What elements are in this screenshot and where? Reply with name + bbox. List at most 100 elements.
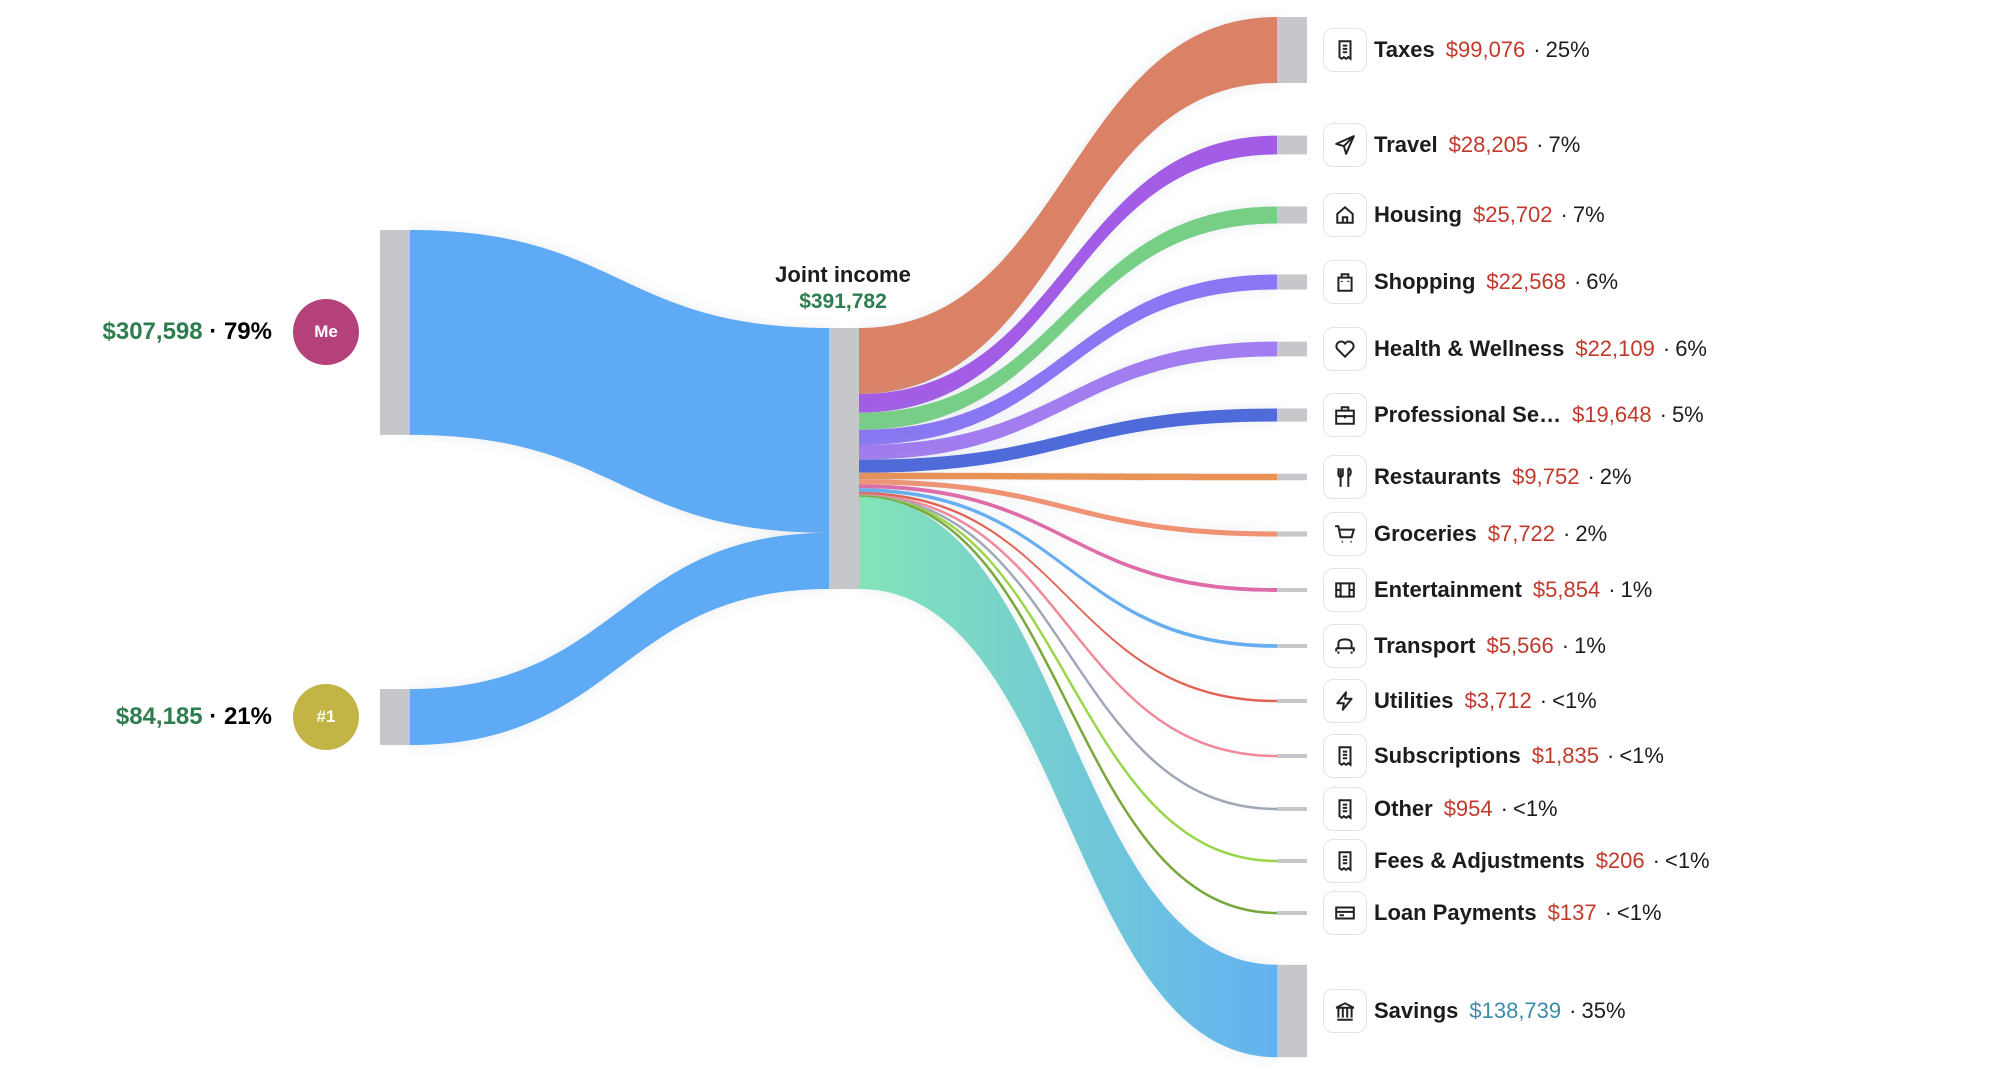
film-icon (1323, 568, 1367, 612)
target-node-10[interactable] (1277, 699, 1307, 703)
expense-link-line-13[interactable] (858, 495, 1278, 863)
target-node-12[interactable] (1277, 807, 1307, 811)
source-amount: $307,598 (102, 318, 203, 346)
receipt-icon (1323, 787, 1367, 831)
category-pct: <1% (1619, 743, 1664, 768)
category-label[interactable]: Health & Wellness $22,109 · 6% (1323, 327, 1707, 371)
target-node-4[interactable] (1277, 341, 1307, 357)
separator: · (1608, 577, 1616, 602)
category-label[interactable]: Other $954 · <1% (1323, 787, 1558, 831)
category-label[interactable]: Subscriptions $1,835 · <1% (1323, 734, 1664, 778)
category-name: Loan Payments (1374, 900, 1537, 925)
category-pct: 35% (1581, 998, 1626, 1023)
category-label[interactable]: Transport $5,566 · 1% (1323, 624, 1606, 668)
income-link-0[interactable] (410, 230, 829, 533)
category-name: Savings (1374, 998, 1459, 1023)
category-amount: $25,702 (1473, 202, 1553, 227)
category-name: Groceries (1374, 521, 1477, 546)
separator: · (1604, 900, 1612, 925)
category-label[interactable]: Loan Payments $137 · <1% (1323, 891, 1662, 935)
target-node-2[interactable] (1277, 206, 1307, 224)
target-node-1[interactable] (1277, 135, 1307, 155)
target-node-6[interactable] (1277, 473, 1307, 481)
target-node-11[interactable] (1277, 754, 1307, 758)
separator: · (1500, 796, 1508, 821)
category-name: Fees & Adjustments (1374, 848, 1585, 873)
expense-link-9[interactable] (859, 488, 1277, 648)
category-label[interactable]: Entertainment $5,854 · 1% (1323, 568, 1652, 612)
source-node-0[interactable] (380, 230, 410, 435)
expense-link-6[interactable] (859, 472, 1277, 481)
category-pct: 2% (1575, 521, 1608, 546)
joint-income-amount: $391,782 (799, 290, 887, 313)
category-pct: 7% (1572, 202, 1605, 227)
joint-income-node[interactable] (829, 328, 859, 589)
category-name: Professional Se… (1374, 402, 1562, 427)
expense-link-2[interactable] (859, 206, 1277, 430)
category-label[interactable]: Utilities $3,712 · <1% (1323, 679, 1597, 723)
target-node-9[interactable] (1277, 644, 1307, 648)
category-label[interactable]: Taxes $99,076 · 25% (1323, 28, 1590, 72)
avatar-me[interactable]: Me (293, 299, 359, 366)
expense-link-5[interactable] (859, 408, 1277, 473)
category-pct: 25% (1545, 37, 1590, 62)
expense-link-0[interactable] (859, 16, 1277, 395)
category-amount: $9,752 (1512, 464, 1580, 489)
category-pct: 1% (1620, 577, 1653, 602)
bank-icon (1323, 989, 1367, 1033)
utensils-icon (1323, 455, 1367, 499)
shopping-bag-icon (1323, 260, 1367, 304)
expense-link-line-12[interactable] (858, 494, 1278, 811)
target-node-7[interactable] (1277, 531, 1307, 537)
expense-link-7[interactable] (859, 479, 1277, 537)
source-label: $307,598 · 79% (103, 318, 272, 346)
expense-link-15[interactable] (859, 496, 1277, 1058)
separator: · (1573, 269, 1582, 294)
avatar-1[interactable]: #1 (293, 684, 359, 751)
category-label[interactable]: Restaurants $9,752 · 2% (1323, 455, 1632, 499)
category-label[interactable]: Groceries $7,722 · 2% (1323, 512, 1607, 556)
category-amount: $22,568 (1486, 269, 1566, 294)
target-node-14[interactable] (1277, 911, 1307, 915)
expense-link-line-14[interactable] (858, 495, 1278, 915)
category-name: Housing (1374, 202, 1462, 227)
category-pct: 1% (1574, 633, 1606, 658)
category-label[interactable]: Housing $25,702 · 7% (1323, 193, 1605, 237)
expense-link-4[interactable] (859, 341, 1277, 460)
category-amount: $99,076 (1445, 37, 1526, 62)
category-label[interactable]: Shopping $22,568 · 6% (1323, 260, 1618, 304)
category-amount: $1,835 (1531, 743, 1599, 768)
separator: · (1563, 521, 1571, 546)
expense-link-1[interactable] (859, 135, 1277, 413)
target-node-3[interactable] (1277, 274, 1307, 290)
category-amount: $206 (1595, 848, 1645, 873)
category-label[interactable]: Professional Se… $19,648 · 5% (1323, 393, 1704, 437)
separator: · (1569, 998, 1577, 1023)
credit-card-icon (1323, 891, 1367, 935)
separator: · (1587, 464, 1595, 489)
source-label: $84,185 · 21% (116, 703, 272, 731)
category-name: Taxes (1374, 37, 1435, 62)
expense-link-10[interactable] (859, 492, 1277, 703)
target-node-13[interactable] (1277, 859, 1307, 863)
source-node-1[interactable] (380, 689, 410, 746)
target-node-5[interactable] (1277, 408, 1307, 422)
target-node-15[interactable] (1277, 964, 1307, 1058)
category-label[interactable]: Savings $138,739 · 35% (1323, 989, 1626, 1033)
income-link-1[interactable] (410, 532, 829, 746)
separator: · (202, 703, 224, 731)
receipt-icon (1323, 839, 1367, 883)
source-pct: 21% (223, 703, 272, 731)
category-pct: 7% (1548, 132, 1581, 157)
category-amount: $137 (1547, 900, 1597, 925)
expense-link-8[interactable] (859, 484, 1277, 592)
separator: · (202, 318, 224, 346)
category-label[interactable]: Travel $28,205 · 7% (1323, 123, 1580, 167)
target-node-8[interactable] (1277, 588, 1307, 592)
category-name: Travel (1374, 132, 1438, 157)
category-amount: $5,854 (1532, 577, 1601, 602)
expense-link-3[interactable] (859, 274, 1277, 445)
target-node-0[interactable] (1277, 16, 1307, 84)
expense-link-line-11[interactable] (858, 493, 1278, 758)
category-label[interactable]: Fees & Adjustments $206 · <1% (1323, 839, 1710, 883)
